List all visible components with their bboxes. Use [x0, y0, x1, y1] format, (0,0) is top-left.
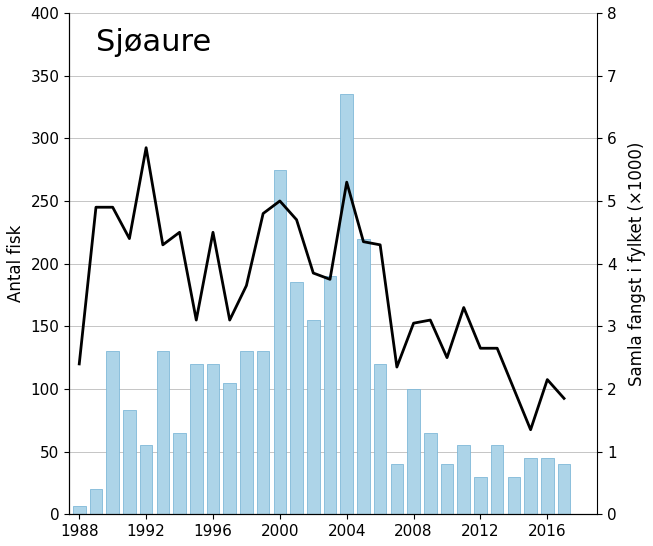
Bar [274, 170, 286, 514]
Bar [524, 458, 537, 514]
Bar [441, 464, 453, 514]
Bar [240, 352, 253, 514]
Bar [173, 433, 186, 514]
Bar [207, 364, 219, 514]
Bar [374, 364, 387, 514]
Bar [340, 94, 353, 514]
Bar [307, 320, 319, 514]
Bar [424, 433, 437, 514]
Bar [257, 352, 270, 514]
Bar [507, 477, 520, 514]
Bar [357, 239, 370, 514]
Bar [223, 383, 236, 514]
Bar [474, 477, 486, 514]
Bar [140, 446, 152, 514]
Bar [190, 364, 202, 514]
Bar [73, 506, 86, 514]
Bar [541, 458, 554, 514]
Y-axis label: Samla fangst i fylket (×1000): Samla fangst i fylket (×1000) [628, 141, 646, 386]
Bar [157, 352, 169, 514]
Bar [123, 410, 136, 514]
Bar [390, 464, 403, 514]
Bar [324, 276, 336, 514]
Text: Sjøaure: Sjøaure [95, 28, 211, 57]
Bar [89, 489, 103, 514]
Y-axis label: Antal fisk: Antal fisk [7, 225, 25, 302]
Bar [291, 282, 303, 514]
Bar [106, 352, 119, 514]
Bar [491, 446, 503, 514]
Bar [407, 389, 420, 514]
Bar [558, 464, 570, 514]
Bar [458, 446, 470, 514]
